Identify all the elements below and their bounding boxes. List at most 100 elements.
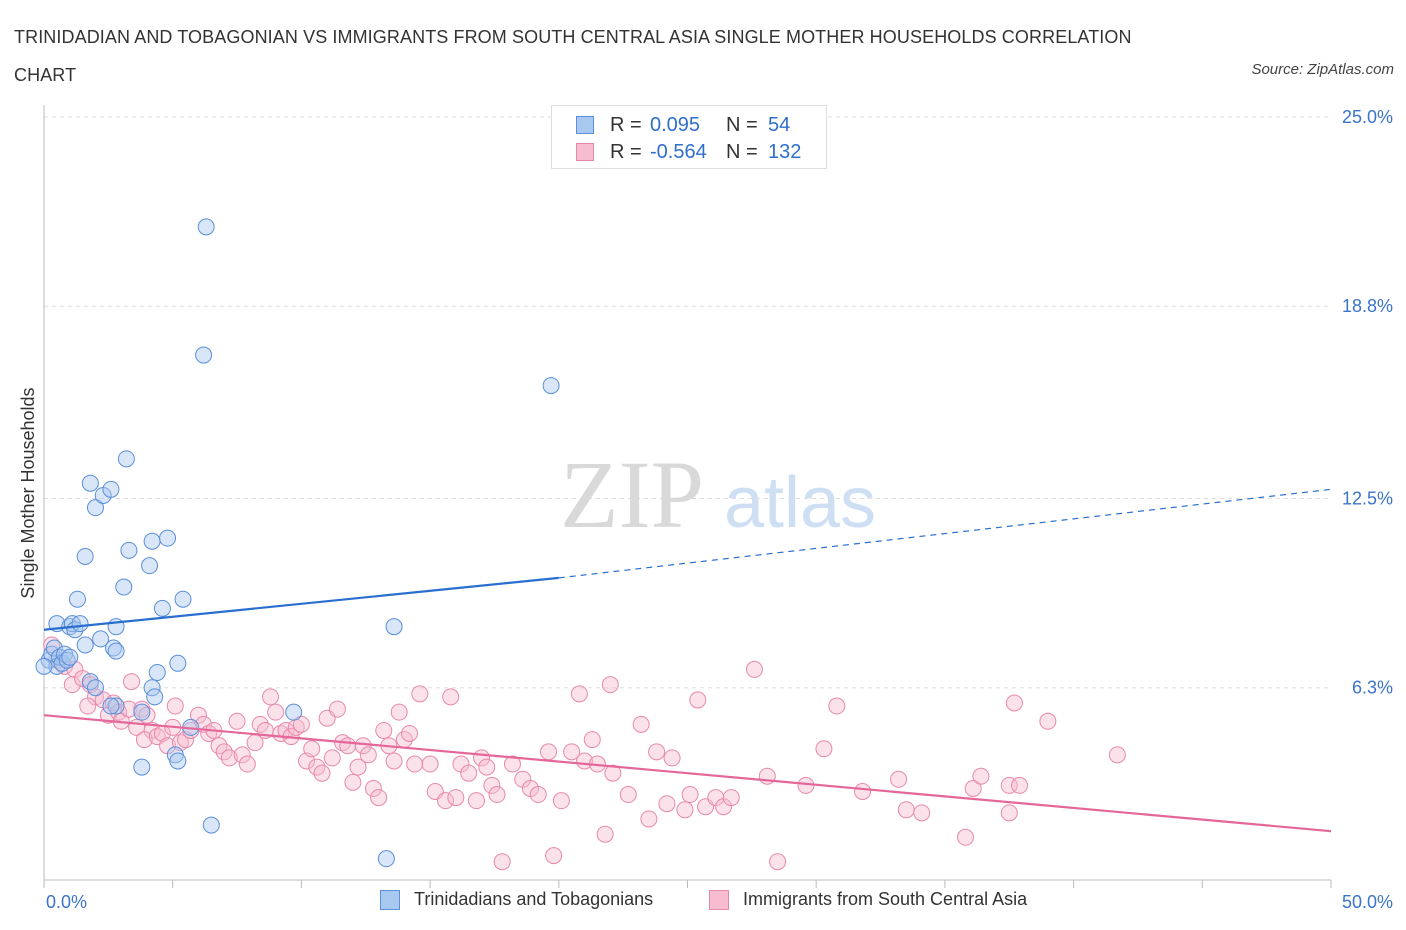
trend-line-pink — [43, 714, 1332, 833]
data-point-pink — [220, 749, 238, 767]
data-point-pink — [262, 688, 280, 706]
data-point-blue — [86, 499, 104, 517]
data-point-pink — [1108, 746, 1126, 764]
data-point-blue — [202, 816, 220, 834]
data-point-pink — [488, 786, 506, 804]
watermark-zip: ZIP — [560, 441, 704, 548]
data-point-pink — [1000, 804, 1018, 822]
data-point-blue — [107, 697, 125, 715]
data-point-pink — [238, 755, 256, 773]
chart-title: TRINIDADIAN AND TOBAGONIAN VS IMMIGRANTS… — [14, 27, 1132, 85]
data-point-blue — [133, 703, 151, 721]
data-point-blue — [377, 850, 395, 868]
series-legend-item-pink: Immigrants from South Central Asia — [709, 889, 1027, 910]
data-point-pink — [323, 749, 341, 767]
data-point-pink — [328, 700, 346, 718]
legend-row-pink: R = -0.564 N = 132 — [576, 139, 801, 165]
data-point-blue — [35, 657, 53, 675]
data-point-pink — [120, 700, 138, 718]
data-point-pink — [349, 758, 367, 776]
data-point-blue — [143, 532, 161, 550]
data-point-pink — [292, 715, 310, 733]
data-point-pink — [1039, 712, 1057, 730]
data-point-pink — [745, 660, 763, 678]
series-legend-label-pink: Immigrants from South Central Asia — [743, 889, 1028, 909]
legend-swatch-pink — [576, 143, 594, 161]
data-point-pink — [375, 721, 393, 739]
y-tick-labels: 6.3% 12.5% 18.8% 25.0% — [1342, 107, 1393, 698]
series-swatch-blue — [380, 889, 400, 910]
data-point-blue — [174, 590, 192, 608]
data-point-pink — [676, 801, 694, 819]
data-point-pink — [552, 792, 570, 810]
data-point-pink — [956, 828, 974, 846]
data-point-pink — [722, 789, 740, 807]
data-point-pink — [540, 743, 558, 761]
data-point-blue — [102, 480, 120, 498]
data-point-blue — [141, 557, 159, 575]
data-point-pink — [769, 853, 787, 871]
data-point-pink — [138, 706, 156, 724]
data-point-pink — [640, 810, 658, 828]
data-point-pink — [79, 697, 97, 715]
data-point-blue — [81, 474, 99, 492]
data-point-blue — [169, 752, 187, 770]
data-point-pink — [123, 673, 141, 691]
y-tick-label: 25.0% — [1342, 107, 1393, 127]
legend-r-label: R = — [610, 113, 642, 136]
legend-r-value-blue: 0.095 — [650, 113, 701, 136]
axes — [43, 105, 1332, 888]
data-point-pink — [854, 782, 872, 800]
data-point-pink — [583, 731, 601, 749]
x-tick-labels: 0.0% 50.0% — [46, 892, 1393, 912]
correlation-legend: R = 0.095 N = 54 R = -0.564 N = 132 — [551, 105, 827, 169]
data-point-pink — [483, 776, 501, 794]
data-point-pink — [478, 758, 496, 776]
data-point-pink — [313, 764, 331, 782]
legend-n-value-blue: 54 — [768, 113, 791, 136]
data-point-pink — [166, 697, 184, 715]
blue-series-points — [35, 218, 560, 868]
y-tick-label: 18.8% — [1342, 296, 1393, 316]
data-point-pink — [689, 691, 707, 709]
legend-swatch-blue — [576, 116, 594, 134]
data-point-blue — [542, 377, 560, 395]
data-point-pink — [437, 792, 455, 810]
data-point-blue — [45, 639, 63, 657]
pink-series-points — [43, 636, 1126, 871]
series-swatch-pink — [709, 889, 729, 910]
data-point-blue — [153, 599, 171, 617]
series-legend-item-blue: Trinidadians and Tobagonians — [380, 889, 653, 910]
data-point-pink — [563, 743, 581, 761]
data-point-pink — [267, 703, 285, 721]
data-point-blue — [197, 218, 215, 236]
data-point-pink — [364, 779, 382, 797]
data-point-blue — [61, 648, 79, 666]
data-point-pink — [467, 792, 485, 810]
data-point-pink — [421, 755, 439, 773]
watermark: ZIP atlas — [560, 441, 876, 548]
data-point-pink — [401, 725, 419, 743]
data-point-blue — [102, 697, 120, 715]
y-axis-label: Single Mother Households — [18, 387, 38, 598]
data-point-pink — [1005, 694, 1023, 712]
data-point-pink — [411, 685, 429, 703]
data-point-pink — [964, 779, 982, 797]
data-point-pink — [1011, 776, 1029, 794]
y-tick-label: 12.5% — [1342, 489, 1393, 509]
data-point-pink — [370, 789, 388, 807]
data-point-pink — [228, 712, 246, 730]
chart-source: Source: ZipAtlas.com — [1251, 61, 1394, 78]
watermark-atlas: atlas — [724, 463, 876, 543]
data-point-pink — [570, 685, 588, 703]
data-point-pink — [406, 755, 424, 773]
data-point-blue — [76, 547, 94, 565]
data-point-pink — [663, 749, 681, 767]
data-point-blue — [148, 663, 166, 681]
data-point-pink — [658, 795, 676, 813]
data-point-pink — [897, 801, 915, 819]
data-point-pink — [913, 804, 931, 822]
data-point-pink — [1000, 776, 1018, 794]
data-point-blue — [146, 688, 164, 706]
